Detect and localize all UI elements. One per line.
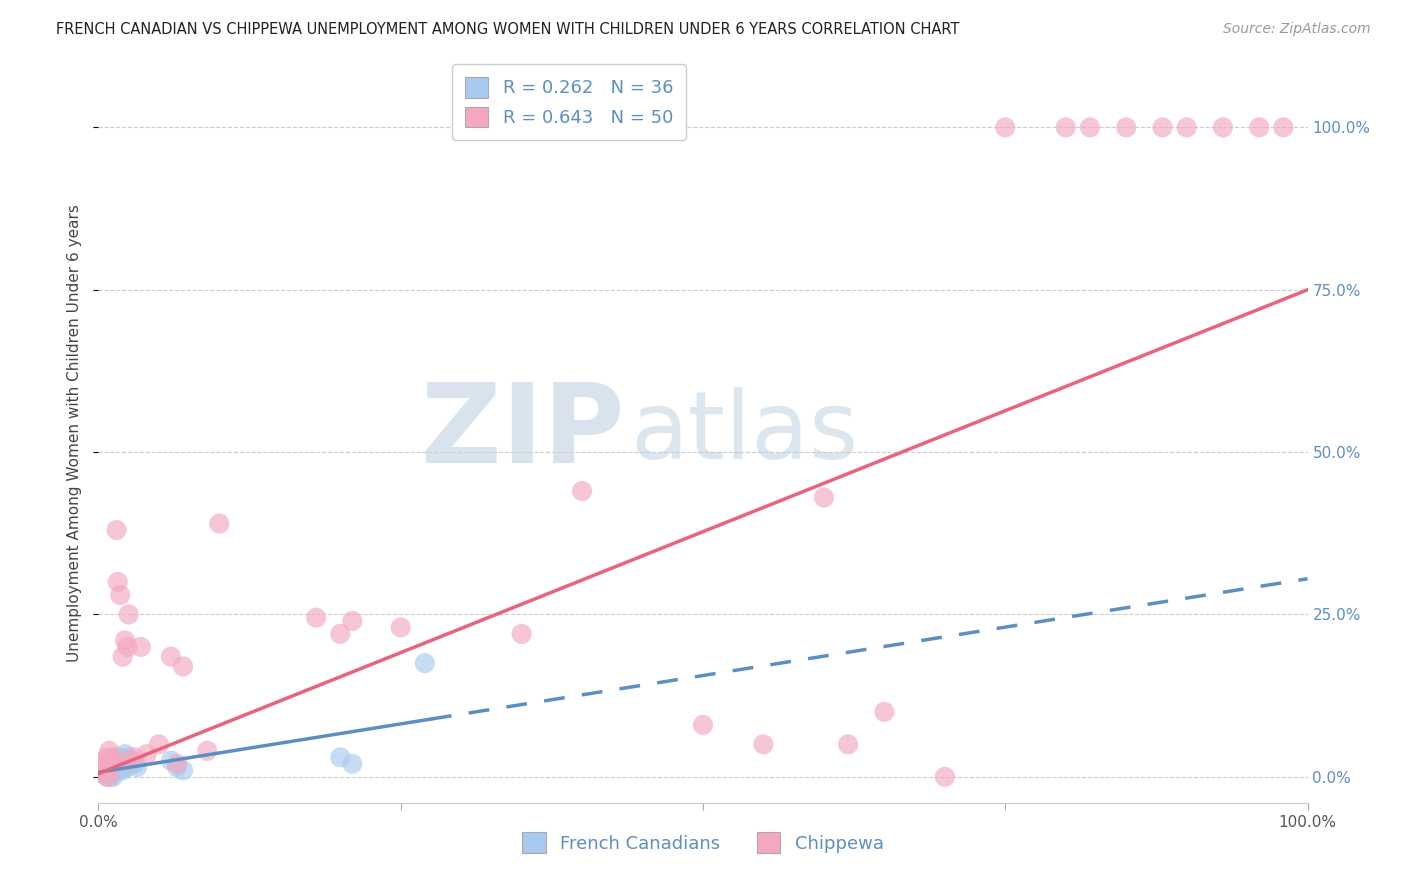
Point — [100, 764, 122, 778]
Point — [342, 614, 364, 628]
Point — [100, 754, 122, 768]
Point — [195, 744, 218, 758]
Text: atlas: atlas — [630, 386, 859, 479]
Point — [101, 770, 124, 784]
Point — [571, 484, 593, 499]
Point — [115, 760, 138, 774]
Point — [129, 640, 152, 654]
Point — [813, 491, 835, 505]
Point — [305, 611, 328, 625]
Point — [90, 764, 112, 778]
Point — [96, 770, 118, 784]
Point — [342, 756, 364, 771]
Point — [108, 756, 131, 771]
Point — [510, 627, 533, 641]
Point — [105, 523, 128, 537]
Point — [91, 766, 114, 780]
Point — [110, 762, 132, 776]
Point — [98, 744, 121, 758]
Point — [118, 607, 141, 622]
Point — [1249, 120, 1271, 135]
Point — [1054, 120, 1077, 135]
Point — [160, 754, 183, 768]
Point — [124, 756, 146, 771]
Point — [98, 762, 121, 776]
Point — [1272, 120, 1295, 135]
Point — [108, 588, 131, 602]
Point — [93, 756, 115, 771]
Point — [1175, 120, 1198, 135]
Point — [692, 718, 714, 732]
Point — [127, 760, 149, 774]
Point — [166, 756, 188, 771]
Point — [873, 705, 896, 719]
Point — [90, 756, 112, 771]
Point — [1115, 120, 1137, 135]
Point — [118, 754, 141, 768]
Point — [124, 750, 146, 764]
Point — [93, 754, 115, 768]
Point — [101, 764, 124, 778]
Text: ZIP: ZIP — [420, 379, 624, 486]
Point — [94, 766, 117, 780]
Point — [329, 750, 352, 764]
Point — [118, 750, 141, 764]
Point — [118, 754, 141, 768]
Point — [166, 760, 188, 774]
Point — [104, 758, 127, 772]
Point — [108, 750, 131, 764]
Point — [105, 750, 128, 764]
Point — [91, 760, 114, 774]
Point — [135, 747, 157, 761]
Point — [1078, 120, 1101, 135]
Legend: French Canadians, Chippewa: French Canadians, Chippewa — [515, 825, 891, 861]
Point — [111, 764, 134, 778]
Point — [91, 766, 114, 780]
Point — [107, 754, 129, 768]
Point — [97, 770, 120, 784]
Point — [103, 756, 125, 771]
Point — [1212, 120, 1234, 135]
Point — [208, 516, 231, 531]
Point — [1152, 120, 1174, 135]
Point — [172, 659, 194, 673]
Point — [111, 649, 134, 664]
Point — [389, 620, 412, 634]
Point — [413, 656, 436, 670]
Point — [100, 770, 122, 784]
Point — [100, 766, 122, 780]
Point — [112, 751, 135, 765]
Point — [837, 737, 859, 751]
Point — [160, 649, 183, 664]
Point — [103, 756, 125, 770]
Point — [114, 633, 136, 648]
Point — [96, 764, 118, 778]
Point — [114, 747, 136, 761]
Point — [934, 770, 956, 784]
Point — [121, 756, 143, 771]
Point — [91, 764, 114, 778]
Point — [94, 760, 117, 774]
Point — [752, 737, 775, 751]
Point — [96, 750, 118, 764]
Y-axis label: Unemployment Among Women with Children Under 6 years: Unemployment Among Women with Children U… — [67, 203, 83, 662]
Point — [97, 764, 120, 779]
Point — [101, 750, 124, 764]
Point — [148, 737, 170, 751]
Point — [107, 574, 129, 589]
Text: FRENCH CANADIAN VS CHIPPEWA UNEMPLOYMENT AMONG WOMEN WITH CHILDREN UNDER 6 YEARS: FRENCH CANADIAN VS CHIPPEWA UNEMPLOYMENT… — [56, 22, 960, 37]
Point — [117, 640, 139, 654]
Point — [172, 764, 194, 778]
Point — [329, 627, 352, 641]
Point — [994, 120, 1017, 135]
Point — [100, 754, 122, 768]
Text: Source: ZipAtlas.com: Source: ZipAtlas.com — [1223, 22, 1371, 37]
